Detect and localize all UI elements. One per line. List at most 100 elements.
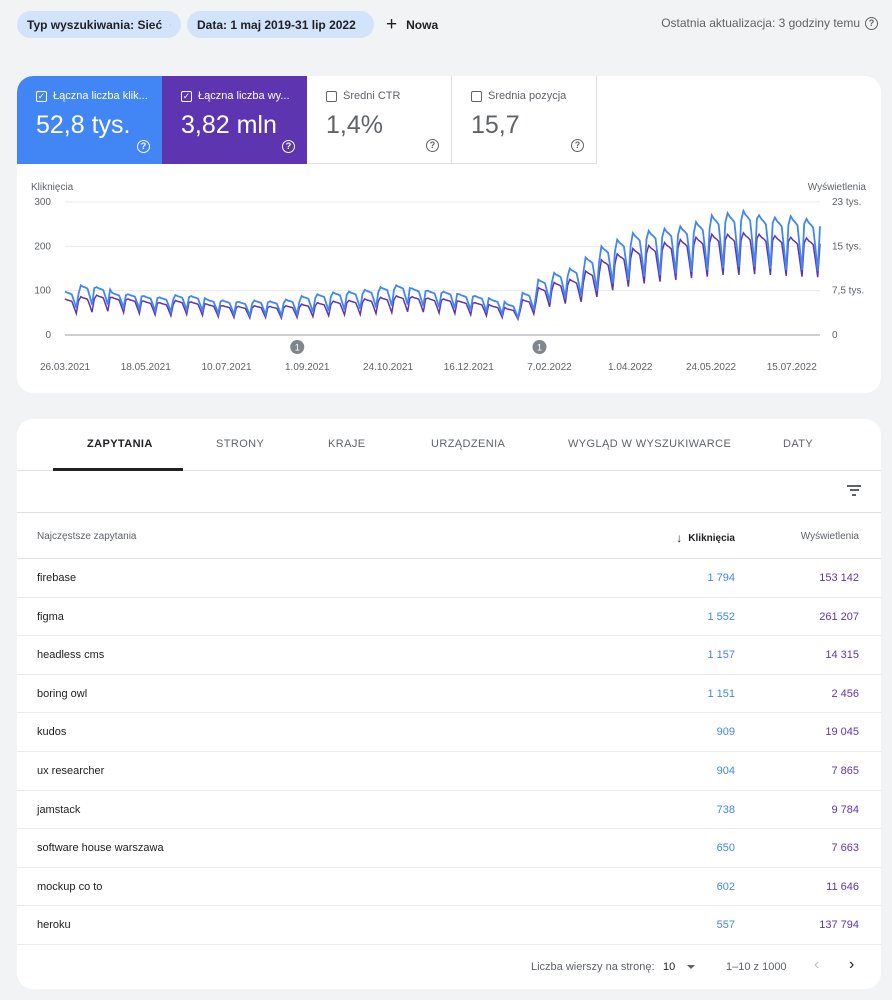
- checkbox-checked-icon[interactable]: ✓: [36, 90, 47, 102]
- y-left-tick-label: 200: [34, 241, 51, 252]
- metric-label: Łączna liczba klik...: [53, 90, 148, 102]
- y-left-tick-label: 300: [34, 197, 51, 208]
- y-left-title: Kliknięcia: [31, 182, 74, 193]
- impressions-cell: 137 794: [819, 919, 859, 932]
- clicks-series-line: [64, 208, 821, 322]
- edit-icon: [170, 24, 171, 25]
- new-filter-label: Nowa: [406, 17, 439, 32]
- x-tick-label: 18.05.2021: [121, 362, 171, 373]
- query-cell: firebase: [37, 572, 77, 584]
- table-filter-row: [17, 471, 881, 513]
- last-update: Ostatnia aktualizacja: 3 godziny temu ?: [661, 16, 878, 30]
- table-header: Najczęstsze zapytania ↓ Kliknięcia Wyświe…: [17, 513, 881, 559]
- annotation-marker: [532, 340, 547, 354]
- search-type-label: Typ wyszukiwania: Sieć: [27, 17, 163, 32]
- impressions-cell: 19 045: [825, 726, 859, 739]
- clicks-cell: 650: [716, 842, 735, 855]
- performance-chart: Kliknięcia Wyświetlenia 300 23 tys. 200 15 …: [17, 176, 881, 386]
- impressions-cell: 261 207: [819, 610, 859, 623]
- column-header-query[interactable]: Najczęstsze zapytania: [37, 531, 137, 542]
- metric-label: Średnia pozycja: [488, 90, 567, 102]
- search-type-chip[interactable]: Typ wyszukiwania: Sieć: [17, 11, 181, 38]
- table-row[interactable]: ux researcher 904 7 865: [17, 752, 881, 791]
- table-row[interactable]: firebase 1 794 153 142: [17, 559, 881, 598]
- y-right-tick-label: 7,5 tys.: [832, 286, 864, 297]
- column-header-clicks[interactable]: ↓ Kliknięcia: [676, 531, 735, 545]
- y-right-tick-label: 23 tys.: [832, 197, 861, 208]
- metric-total-clicks[interactable]: ✓ Łączna liczba klik... 52,8 tys. ?: [17, 76, 162, 164]
- x-tick-label: 10.07.2021: [201, 362, 251, 373]
- query-cell: headless cms: [37, 649, 105, 662]
- pagination: Liczba wierszy na stronę: 10 1–10 z 1000…: [17, 945, 881, 989]
- annotation-label: 1: [295, 343, 300, 353]
- help-icon[interactable]: ?: [571, 139, 584, 152]
- help-icon[interactable]: ?: [426, 139, 439, 152]
- query-cell: jamstack: [37, 803, 81, 816]
- metric-value: 3,82 mln: [181, 111, 277, 139]
- tab-devices[interactable]: URZĄDZENIA: [431, 438, 506, 450]
- table-row[interactable]: heroku 557 137 794: [17, 906, 881, 945]
- queries-table-card: ZAPYTANIA STRONY KRAJE URZĄDZENIA WYGLĄD…: [17, 419, 881, 989]
- date-chip[interactable]: Data: 1 maj 2019-31 lip 2022: [187, 11, 374, 38]
- tab-countries[interactable]: KRAJE: [328, 438, 366, 450]
- impressions-cell: 9 784: [831, 803, 859, 816]
- help-icon[interactable]: ?: [137, 140, 150, 153]
- annotation-marker: [290, 340, 305, 354]
- performance-card: ✓ Łączna liczba klik... 52,8 tys. ? ✓ Łącz…: [17, 76, 881, 393]
- x-tick-label: 1.09.2021: [285, 362, 330, 373]
- clicks-cell: 738: [716, 803, 735, 816]
- table-row[interactable]: boring owl 1 151 2 456: [17, 675, 881, 714]
- checkbox-checked-icon[interactable]: ✓: [181, 90, 192, 102]
- y-right-title: Wyświetlenia: [807, 182, 866, 193]
- column-header-clicks-label: Kliknięcia: [688, 532, 735, 544]
- dropdown-caret-icon: [687, 965, 696, 969]
- new-filter-button[interactable]: + Nowa: [386, 11, 438, 38]
- clicks-cell: 1 151: [707, 687, 735, 700]
- chevron-left-icon[interactable]: ‹: [814, 956, 820, 973]
- y-left-tick-label: 0: [45, 330, 51, 341]
- metric-average-position[interactable]: Średnia pozycja 15,7 ?: [452, 76, 597, 164]
- table-row[interactable]: jamstack 738 9 784: [17, 791, 881, 830]
- metric-label: Średni CTR: [343, 90, 401, 102]
- clicks-cell: 602: [716, 880, 735, 893]
- metric-total-impressions[interactable]: ✓ Łączna liczba wy... 3,82 mln ?: [162, 76, 307, 164]
- clicks-cell: 1 552: [707, 610, 735, 623]
- query-cell: ux researcher: [37, 764, 105, 777]
- column-header-impressions[interactable]: Wyświetlenia: [800, 531, 859, 542]
- checkbox-unchecked-icon[interactable]: [326, 90, 337, 102]
- query-cell: boring owl: [37, 687, 88, 700]
- query-cell: software house warszawa: [37, 842, 164, 855]
- table-row[interactable]: software house warszawa 650 7 663: [17, 829, 881, 868]
- y-right-tick-label: 15 tys.: [832, 241, 861, 252]
- metric-value: 15,7: [471, 111, 520, 139]
- rows-per-page-select[interactable]: 10: [663, 961, 696, 973]
- impressions-cell: 2 456: [831, 687, 859, 700]
- rows-per-page-label: Liczba wierszy na stronę:: [531, 961, 655, 973]
- query-cell: figma: [37, 610, 64, 623]
- x-tick-label: 24.05.2022: [686, 362, 736, 373]
- tab-search-appearance[interactable]: WYGLĄD W WYSZUKIWARCE: [568, 438, 732, 450]
- impressions-cell: 153 142: [819, 572, 859, 584]
- checkbox-unchecked-icon[interactable]: [471, 90, 482, 102]
- filter-icon[interactable]: [847, 485, 861, 497]
- impressions-cell: 14 315: [825, 649, 859, 662]
- help-icon[interactable]: ?: [865, 16, 878, 30]
- impressions-cell: 11 646: [826, 880, 859, 893]
- chevron-right-icon[interactable]: ›: [849, 956, 855, 973]
- metric-label: Łączna liczba wy...: [198, 90, 290, 102]
- table-row[interactable]: mockup co to 602 11 646: [17, 868, 881, 907]
- help-icon[interactable]: ?: [282, 140, 295, 153]
- tab-queries[interactable]: ZAPYTANIA: [87, 438, 153, 450]
- x-tick-label: 16.12.2021: [444, 362, 494, 373]
- tab-dates[interactable]: DATY: [783, 438, 814, 450]
- last-update-text: Ostatnia aktualizacja: 3 godziny temu: [661, 16, 860, 30]
- table-row[interactable]: kudos 909 19 045: [17, 713, 881, 752]
- y-left-tick-label: 100: [34, 286, 51, 297]
- tab-pages[interactable]: STRONY: [216, 438, 265, 450]
- line-chart[interactable]: 300 23 tys. 200 15 tys. 100 7,5 tys. 0 0 26.03.2…: [17, 176, 881, 386]
- impressions-cell: 7 663: [831, 842, 859, 855]
- metric-average-ctr[interactable]: Średni CTR 1,4% ?: [307, 76, 452, 164]
- x-tick-label: 7.02.2022: [527, 362, 572, 373]
- table-row[interactable]: figma 1 552 261 207: [17, 598, 881, 637]
- table-row[interactable]: headless cms 1 157 14 315: [17, 636, 881, 675]
